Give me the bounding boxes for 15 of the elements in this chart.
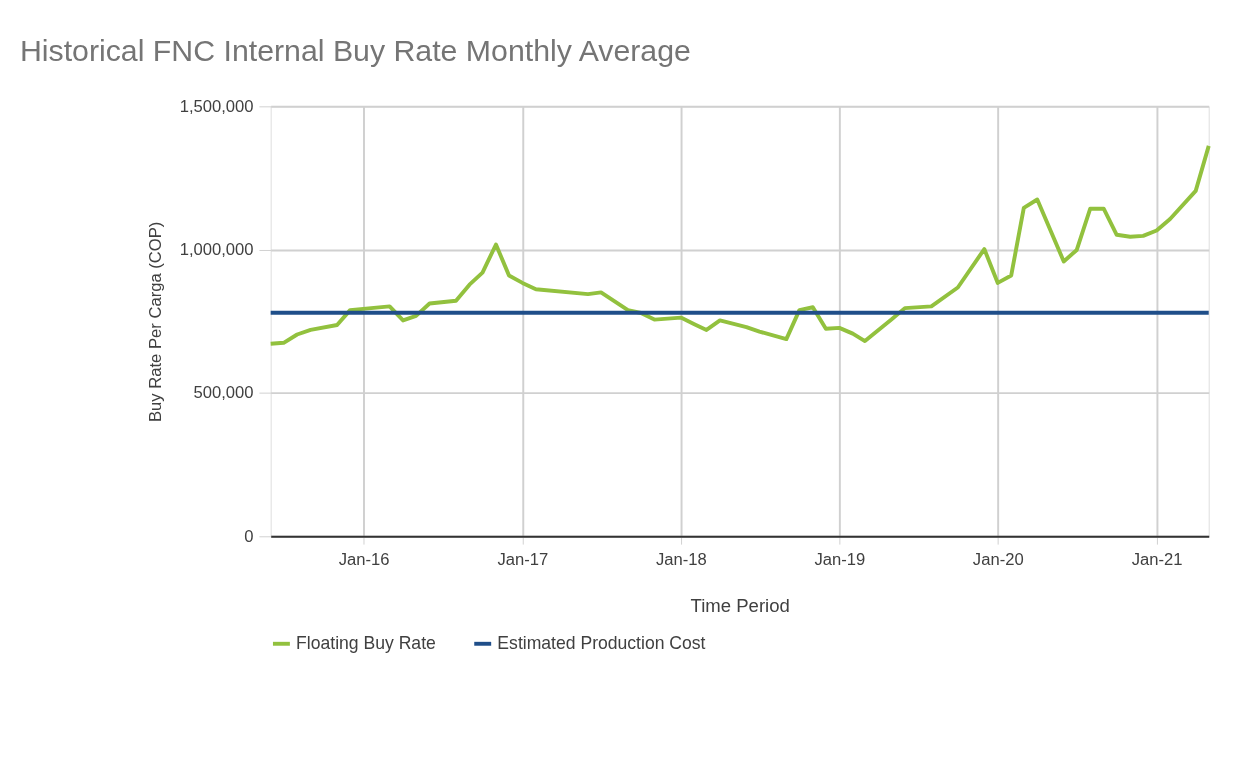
x-tick-label: Jan-19 — [814, 550, 866, 570]
x-tick-label: Jan-18 — [655, 550, 707, 570]
y-tick-label: 500,000 — [193, 383, 254, 403]
x-tick-label: Jan-20 — [972, 550, 1024, 570]
legend-label: Estimated Production Cost — [497, 632, 706, 653]
x-axis-title: Time Period — [690, 595, 790, 617]
y-tick-label: 1,000,000 — [179, 240, 254, 260]
legend-label: Floating Buy Rate — [296, 632, 436, 653]
y-tick-label: 1,500,000 — [179, 96, 254, 116]
y-tick-label: 0 — [244, 526, 254, 546]
x-tick-label: Jan-16 — [338, 550, 390, 570]
y-axis-title: Buy Rate Per Carga (COP) — [146, 221, 166, 422]
x-tick-label: Jan-17 — [497, 550, 549, 570]
chart-title: Historical FNC Internal Buy Rate Monthly Average — [19, 34, 691, 68]
x-tick-label: Jan-21 — [1131, 550, 1183, 570]
